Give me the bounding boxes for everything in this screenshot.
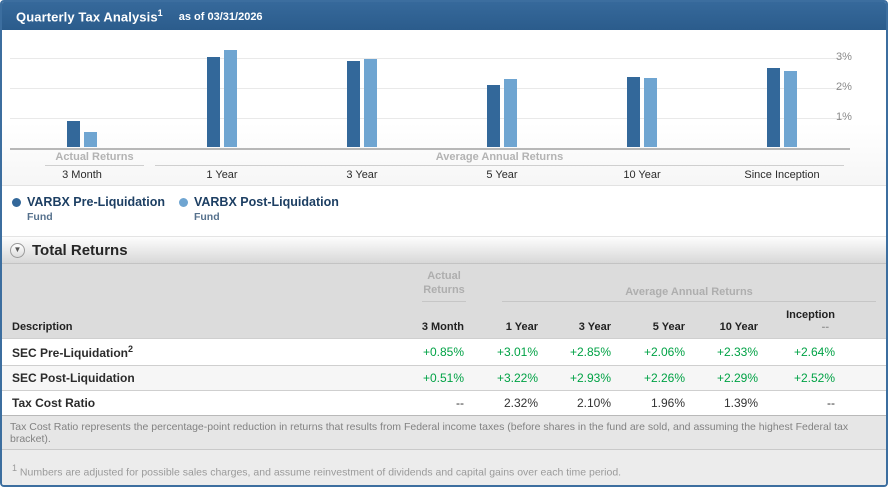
table-row: Tax Cost Ratio -- 2.32% 2.10% 1.96% 1.39% --	[2, 389, 886, 415]
table-group-header-row: Actual Returns Average Annual Returns	[2, 264, 886, 302]
row-value: +3.01%	[466, 337, 540, 365]
table-row: SEC Pre-Liquidation2 +0.85% +3.01% +2.85% +2…	[2, 337, 886, 365]
as-of-date: as of 03/31/2026	[178, 11, 263, 23]
panel-title: Quarterly Tax Analysis1	[16, 7, 163, 25]
row-value: +2.52%	[760, 364, 837, 390]
chart-gridline	[10, 58, 846, 59]
bar-post-liquidation	[644, 78, 657, 147]
legend-bullet-icon	[12, 197, 21, 207]
total-returns-table: Actual Returns Average Annual Returns De…	[2, 264, 886, 415]
column-header: 10 Year	[687, 301, 760, 338]
chart-category-label: 10 Year	[623, 169, 661, 181]
chart-baseline-axis	[10, 148, 850, 150]
row-value: +2.33%	[687, 337, 760, 365]
legend-series-sublabel: Fund	[27, 211, 53, 223]
chart-gridline	[10, 118, 846, 119]
row-value: 1.39%	[687, 389, 760, 415]
bar-pre-liquidation	[207, 57, 220, 147]
column-header: 3 Month	[380, 301, 466, 338]
title-footnote-ref: 1	[157, 7, 163, 18]
y-axis-tick-label: 3%	[836, 51, 852, 63]
section-title: Total Returns	[32, 241, 128, 259]
legend-series-name: VARBX Post-Liquidation	[178, 195, 339, 209]
footnotes: 1 Numbers are adjusted for possible sale…	[2, 449, 886, 485]
row-value: +2.93%	[540, 364, 613, 390]
column-header-description: Description	[2, 301, 380, 338]
row-value: --	[760, 389, 837, 415]
bar-pre-liquidation	[767, 68, 780, 147]
chart-category-label: Since Inception	[744, 169, 820, 181]
chart-gridline	[10, 88, 846, 89]
chart-category-label: 1 Year	[206, 169, 238, 181]
chart-category-label: 5 Year	[486, 169, 518, 181]
footnote: 1 Numbers are adjusted for possible sale…	[12, 462, 622, 479]
column-header: Inception --	[760, 301, 837, 338]
bar-post-liquidation	[504, 79, 517, 147]
row-value: --	[380, 389, 466, 415]
bar-post-liquidation	[224, 50, 237, 147]
inception-sub-label: --	[821, 320, 829, 333]
chart-section-label: Average Annual Returns	[435, 151, 564, 163]
legend-series-label: VARBX Post-Liquidation	[193, 195, 339, 209]
chart-category-label: 3 Month	[62, 169, 102, 181]
bar-pre-liquidation	[347, 61, 360, 147]
bar-post-liquidation	[784, 71, 797, 147]
bar-pre-liquidation	[627, 77, 640, 147]
row-value: +3.22%	[466, 364, 540, 390]
chart-legend: VARBX Pre-Liquidation Fund VARBX Post-Liqu…	[2, 186, 886, 236]
chart-section-underline	[45, 165, 144, 166]
bar-pre-liquidation	[67, 121, 80, 147]
total-returns-section-header[interactable]: ▼ Total Returns	[2, 236, 886, 264]
legend-item: VARBX Post-Liquidation Fund	[178, 195, 339, 236]
chart-section-label: Actual Returns	[55, 151, 134, 163]
row-value: +2.06%	[613, 337, 687, 365]
legend-bullet-icon	[178, 197, 188, 207]
row-value: +2.64%	[760, 337, 837, 365]
row-value: 1.96%	[613, 389, 687, 415]
column-header: 1 Year	[466, 301, 540, 338]
row-value: +0.85%	[380, 337, 466, 365]
table-row: SEC Post-Liquidation +0.51% +3.22% +2.93% +2…	[2, 364, 886, 390]
tax-cost-ratio-note: Tax Cost Ratio represents the percentage…	[2, 414, 886, 450]
row-label: Tax Cost Ratio	[2, 389, 380, 415]
row-value: +2.26%	[613, 364, 687, 390]
row-value: 2.10%	[540, 389, 613, 415]
column-header: 3 Year	[540, 301, 613, 338]
row-label: SEC Post-Liquidation	[2, 364, 380, 390]
row-value: +2.85%	[540, 337, 613, 365]
y-axis-tick-label: 2%	[836, 81, 852, 93]
row-value: +0.51%	[380, 364, 466, 390]
returns-bar-chart: 1% 2% 3% 3 Month 1 Year 3 Year 5 Year 10 Year Si…	[2, 30, 886, 186]
collapse-chevron-icon[interactable]: ▼	[10, 242, 25, 258]
chart-section-underline	[155, 165, 844, 166]
legend-item: VARBX Pre-Liquidation Fund	[12, 195, 165, 236]
bar-post-liquidation	[84, 132, 97, 147]
legend-series-sublabel: Fund	[193, 211, 220, 223]
bar-pre-liquidation	[487, 85, 500, 147]
row-value: +2.29%	[687, 364, 760, 390]
panel-header: Quarterly Tax Analysis1 as of 03/31/2026	[2, 2, 886, 30]
row-value: 2.32%	[466, 389, 540, 415]
legend-series-name: VARBX Pre-Liquidation	[12, 195, 165, 209]
y-axis-tick-label: 1%	[836, 111, 852, 123]
legend-series-label: VARBX Pre-Liquidation	[27, 195, 165, 209]
column-header: 5 Year	[613, 301, 687, 338]
actual-returns-group-header: Actual Returns	[422, 264, 466, 302]
bar-post-liquidation	[364, 59, 377, 147]
chart-category-label: 3 Year	[346, 169, 378, 181]
row-label: SEC Pre-Liquidation2	[2, 337, 380, 365]
table-column-header-row: Description 3 Month 1 Year 3 Year 5 Year 10 Y…	[2, 301, 886, 338]
average-annual-returns-group-header: Average Annual Returns	[502, 280, 877, 302]
